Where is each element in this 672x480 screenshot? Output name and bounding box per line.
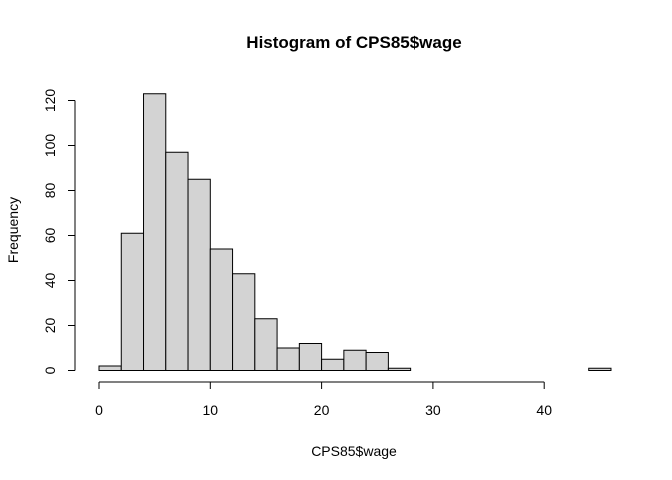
histogram-bar (209, 248, 234, 371)
histogram-bar (232, 273, 256, 371)
y-tick-label: 100 (42, 134, 58, 158)
histogram-bar (276, 347, 300, 371)
chart-title: Histogram of CPS85$wage (246, 33, 461, 52)
y-tick-label: 60 (42, 228, 58, 244)
y-tick-label: 40 (42, 273, 58, 289)
histogram-bar (387, 367, 412, 371)
y-tick-label: 120 (42, 89, 58, 113)
histogram-bar (143, 93, 167, 371)
histogram-bar (298, 343, 323, 371)
histogram-bar (321, 358, 345, 371)
histogram-bar (98, 365, 122, 371)
histogram-bar (187, 178, 211, 371)
y-tick-label: 20 (42, 318, 58, 334)
histogram-bar (588, 367, 612, 371)
histogram-bar (343, 349, 367, 371)
histogram-bar (254, 318, 278, 371)
histogram-bar (165, 151, 189, 371)
x-axis-label: CPS85$wage (311, 443, 397, 459)
x-axis: 0 10 20 30 40 (95, 381, 552, 418)
y-axis: 0 20 40 60 80 100 120 (42, 89, 76, 374)
x-tick-label: 20 (314, 402, 330, 418)
y-tick-label: 80 (42, 183, 58, 199)
x-tick-label: 40 (536, 402, 552, 418)
x-tick-label: 10 (203, 402, 219, 418)
histogram-bar (365, 352, 389, 371)
histogram-bar (120, 232, 145, 371)
y-tick-label: 0 (42, 366, 58, 374)
y-axis-label: Frequency (5, 197, 21, 263)
x-tick-label: 0 (95, 402, 103, 418)
x-tick-label: 30 (425, 402, 441, 418)
bars-group (98, 93, 612, 371)
